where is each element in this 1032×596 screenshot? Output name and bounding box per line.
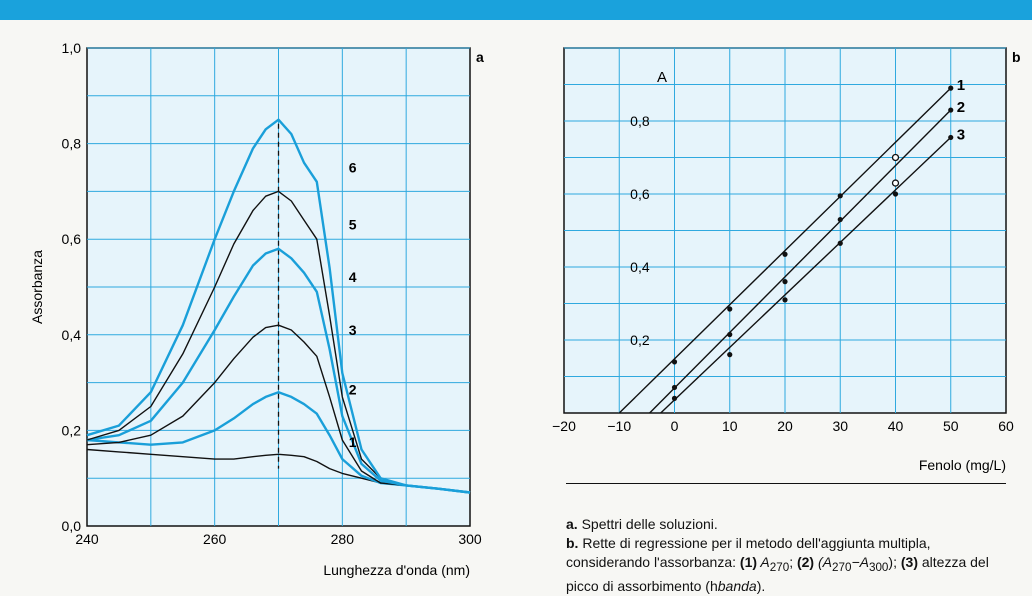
chart-b-panel-letter: b [1012,49,1021,65]
chart-b-ytick-label: 0,4 [630,259,650,275]
chart-b-open-point [891,153,900,162]
chart-b-regression-lines [618,87,952,414]
caption-t3-end: ). [756,577,766,594]
chart-a-series-line-3 [86,324,471,494]
caption-t2: (A [814,554,832,570]
chart-a-series-label-6: 6 [349,159,357,175]
chart-b-ytick-label: 0,6 [630,186,650,202]
chart-b-point-2 [782,279,788,285]
top-color-band [0,0,1032,20]
chart-b-series-label-3: 3 [957,126,965,143]
chart-a-ytick-label: 0,8 [62,136,82,152]
caption-t2-end: ); [888,554,897,570]
chart-a-series-label-1: 1 [349,434,357,450]
caption-a: a. Spettri delle soluzioni. [566,515,1006,534]
chart-a-ticks: 240 260 280 300 0,0 0,2 0,4 0,6 0,8 1,0 [62,40,482,547]
chart-b-series-label-1: 1 [957,77,965,94]
chart-b-fit-line-2 [649,109,952,414]
caption-a-label: a. [566,516,578,532]
chart-b-series-label-2: 2 [957,99,965,116]
chart-a-ytick-label: 1,0 [62,40,82,56]
chart-b-point-1 [727,306,733,312]
chart-b: −20 −10 0 10 20 30 40 50 600,20,40,60,8 123 b A … [552,47,1021,473]
chart-b-x-axis-label: Fenolo (mg/L) [919,457,1006,473]
caption-rule [566,483,1006,484]
chart-a-x-axis-label: Lunghezza d'onda (nm) [323,562,470,578]
caption-b-text: Rette di regressione per il metodo dell'… [566,535,931,570]
caption-t1: A [757,554,770,570]
chart-b-xtick-label: 20 [777,418,793,434]
caption-t2-mid: −A [851,554,869,570]
chart-b-point-2 [948,107,954,113]
chart-b-point-3 [892,191,899,197]
caption-n3: (3) [900,554,918,570]
chart-a-y-axis-label: Assorbanza [29,250,45,324]
chart-a-ytick-label: 0,0 [62,518,82,534]
figure-caption: a. Spettri delle soluzioni. b. Rette di … [566,515,1006,596]
caption-t2-sub2: 300 [868,560,889,574]
chart-b-xtick-label: 10 [722,418,738,434]
chart-b-fit-line-1 [618,87,952,414]
chart-a-series-label-4: 4 [349,269,357,285]
chart-b-point-1 [948,85,954,91]
chart-b-ticks: −20 −10 0 10 20 30 40 50 60 0,2 0,4 0,6 0,8 [552,113,1014,434]
chart-b-point-2 [671,384,678,391]
chart-a-series-line-6 [86,118,471,494]
chart-b-point-3 [727,352,733,358]
chart-b-open-point [891,179,900,187]
chart-b-xtick-label: 30 [832,418,848,434]
chart-a-series-labels: 1 2 3 4 5 6 [349,159,357,450]
chart-a-ytick-label: 0,6 [62,231,82,247]
chart-b-point-3 [948,134,954,141]
chart-b-grid [564,47,1006,413]
chart-b-fit-line-3 [660,136,952,414]
chart-a-xtick-label: 300 [458,531,482,547]
caption-b: b. Rette di regressione per il metodo de… [566,535,989,594]
caption-a-text: Spettri delle soluzioni. [577,516,718,532]
chart-b-xtick-label: −10 [607,418,631,434]
chart-b-point-1 [671,359,678,365]
chart-a-ytick-label: 0,2 [62,422,82,438]
caption-t3-sub: banda [717,577,757,594]
caption-t2-sub1: 270 [832,560,852,574]
chart-b-xtick-label: 60 [998,418,1014,434]
caption-t3: altezza del picco di assorbimento (h [566,554,989,594]
chart-a-xtick-label: 280 [331,531,355,547]
chart-b-y-axis-label: A [657,69,667,86]
chart-b-xtick-label: 40 [888,418,904,434]
caption-n2: (2) [796,554,815,570]
chart-a-xtick-label: 240 [75,531,99,547]
chart-a-series-label-3: 3 [349,322,357,338]
chart-b-points [671,85,954,401]
chart-b-xtick-label: 50 [943,418,959,434]
chart-b-point-2 [727,331,733,338]
chart-b-ytick-label: 0,2 [630,332,650,348]
chart-a-series-label-2: 2 [349,382,357,398]
chart-b-xtick-label: −20 [552,418,576,434]
chart-b-point-3 [782,297,788,303]
chart-b-point-1 [782,251,788,257]
chart-b-point-2 [837,216,843,223]
caption-t1-sub: 270 [769,560,790,574]
caption-n1: (1) [739,554,758,570]
chart-a-ytick-label: 0,4 [62,327,82,343]
caption-b-label: b. [566,535,579,551]
chart-a-series-label-5: 5 [349,217,357,233]
chart-a-series [86,118,471,494]
chart-b-series-labels: 1 2 3 [957,77,965,143]
chart-b-point-1 [837,193,843,199]
chart-b-point-3 [671,395,678,401]
chart-a-panel-letter: a [476,49,484,65]
chart-a-xtick-label: 260 [203,531,227,547]
chart-a-series-line-4 [86,247,471,494]
chart-b-point-3 [837,240,843,246]
chart-b-xtick-label: 0 [671,418,679,434]
chart-b-ytick-label: 0,8 [630,113,650,129]
